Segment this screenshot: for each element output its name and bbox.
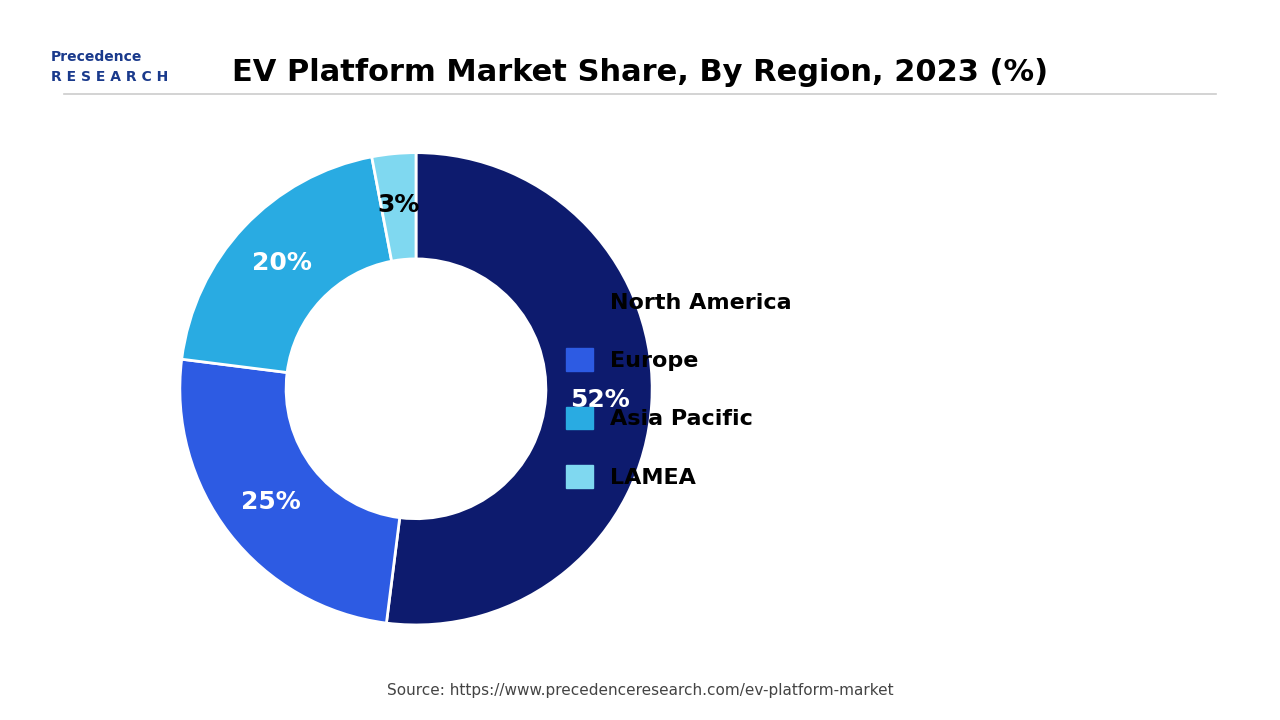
- Wedge shape: [371, 153, 416, 261]
- Wedge shape: [387, 153, 652, 625]
- Text: 25%: 25%: [241, 490, 301, 513]
- Text: 52%: 52%: [570, 388, 630, 413]
- Text: 3%: 3%: [378, 194, 420, 217]
- Wedge shape: [182, 157, 392, 372]
- Text: Precedence
R E S E A R C H: Precedence R E S E A R C H: [51, 50, 169, 84]
- Text: EV Platform Market Share, By Region, 2023 (%): EV Platform Market Share, By Region, 202…: [232, 58, 1048, 86]
- Legend: North America, Europe, Asia Pacific, LAMEA: North America, Europe, Asia Pacific, LAM…: [557, 281, 801, 497]
- Text: 20%: 20%: [252, 251, 311, 275]
- Text: Source: https://www.precedenceresearch.com/ev-platform-market: Source: https://www.precedenceresearch.c…: [387, 683, 893, 698]
- Wedge shape: [180, 359, 399, 623]
